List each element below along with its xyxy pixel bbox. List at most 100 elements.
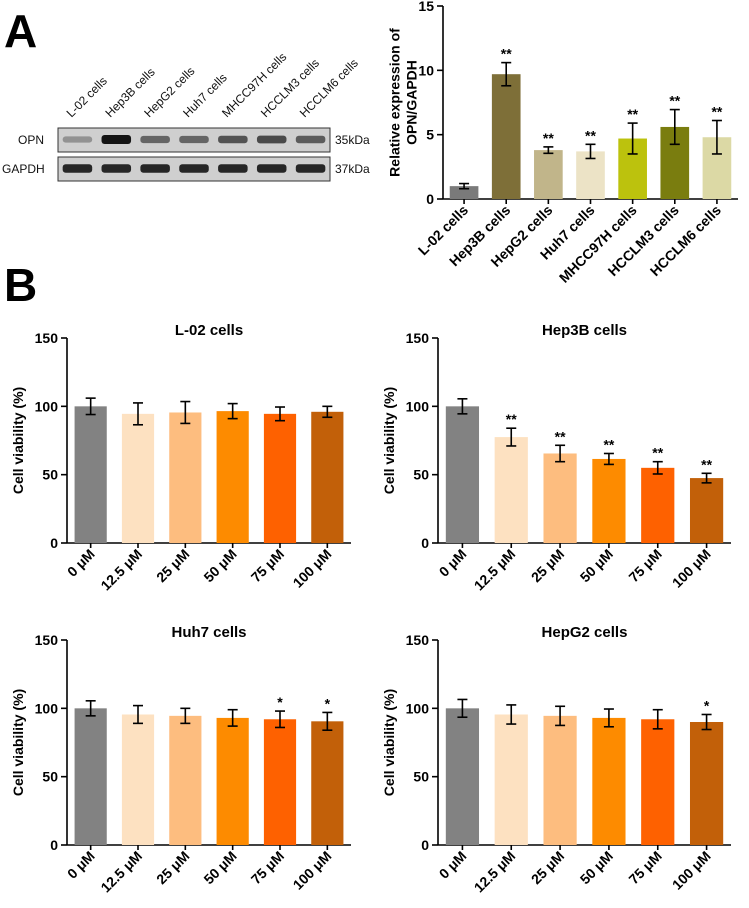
bar (494, 714, 528, 845)
x-tick-label: MHCC97H cells (556, 202, 640, 286)
blot-band (295, 135, 326, 144)
blot-band (140, 135, 170, 144)
y-tick-label: 5 (426, 127, 434, 143)
y-tick-label: 100 (35, 398, 59, 414)
blot-row-label: GAPDH (2, 162, 45, 176)
bar (216, 411, 249, 543)
bar (592, 458, 626, 543)
y-axis-label: Cell viability (%) (381, 689, 397, 796)
x-tick-label: 0 μM (436, 546, 470, 580)
y-axis-label: Cell viability (%) (10, 387, 26, 494)
bar (445, 708, 480, 845)
y-tick-label: 150 (406, 632, 430, 648)
blot-band (256, 135, 287, 144)
x-tick-label: 75 μM (625, 848, 664, 887)
significance-label: ** (543, 130, 554, 146)
x-tick-label: 75 μM (248, 848, 287, 887)
significance-label: ** (669, 93, 680, 109)
significance-label: ** (506, 411, 517, 427)
bar (491, 74, 521, 199)
x-tick-label: 50 μM (577, 848, 616, 887)
bar (534, 150, 563, 199)
significance-label: * (277, 694, 283, 710)
chart-title: Hep3B cells (542, 322, 627, 339)
x-tick-label: 25 μM (153, 546, 192, 585)
y-tick-label: 100 (406, 398, 430, 414)
x-tick-label: 12.5 μM (471, 546, 519, 594)
significance-label: ** (627, 106, 638, 122)
y-tick-label: 100 (406, 700, 430, 716)
y-tick-label: 10 (418, 62, 434, 78)
significance-label: ** (701, 456, 712, 472)
bar (74, 708, 107, 845)
x-tick-label: 25 μM (528, 848, 567, 887)
chart-b2: Hep3B cells 0 50 100 150 Cell viability (%) 0 … (381, 322, 731, 593)
x-tick-label: 75 μM (248, 546, 287, 585)
chart-title: L-02 cells (175, 322, 243, 339)
bar (576, 151, 605, 199)
blot-band (218, 135, 248, 144)
bar (311, 721, 344, 845)
significance-label: ** (585, 127, 596, 143)
blot-kda-label: 35kDa (335, 133, 370, 147)
y-axis-label: Cell viability (%) (10, 689, 26, 796)
blot-band (218, 164, 248, 173)
x-tick-label: 50 μM (200, 546, 239, 585)
bar (543, 715, 577, 845)
y-tick-label: 50 (413, 769, 429, 785)
bar (169, 715, 202, 845)
bar (263, 719, 297, 845)
blot-lane-label: MHCC97H cells (219, 50, 289, 120)
significance-label: * (704, 697, 710, 713)
x-tick-label: 100 μM (669, 848, 714, 893)
blot-kda-label: 37kDa (335, 162, 370, 176)
y-tick-label: 0 (421, 535, 429, 551)
bar (74, 406, 107, 543)
blot-row-label: OPN (18, 133, 44, 147)
bar (121, 714, 155, 845)
bar (169, 412, 202, 543)
bar (592, 717, 626, 845)
x-tick-label: 50 μM (577, 546, 616, 585)
x-tick-label: 12.5 μM (97, 546, 145, 594)
x-tick-label: 12.5 μM (97, 848, 145, 896)
blot-band (295, 164, 326, 173)
bar (641, 467, 675, 543)
y-tick-label: 50 (42, 467, 58, 483)
bar (689, 478, 724, 543)
chart-title: HepG2 cells (542, 624, 628, 641)
x-tick-label: 100 μM (290, 848, 335, 893)
y-axis-label: Relative expression ofOPN/GAPDH (387, 28, 420, 177)
x-tick-label: 50 μM (200, 848, 239, 887)
chart-title: Huh7 cells (171, 624, 246, 641)
x-tick-label: 0 μM (64, 546, 98, 580)
x-tick-label: 100 μM (290, 546, 335, 591)
significance-label: ** (555, 428, 566, 444)
bar (689, 722, 724, 845)
y-tick-label: 15 (418, 0, 434, 14)
significance-label: ** (603, 436, 614, 452)
bar (121, 413, 155, 543)
significance-label: ** (501, 46, 512, 62)
bar (543, 453, 577, 543)
x-tick-label: 12.5 μM (471, 848, 519, 896)
bar (445, 406, 480, 543)
y-tick-label: 100 (35, 700, 59, 716)
x-tick-label: 25 μM (528, 546, 567, 585)
bar (641, 719, 675, 845)
y-tick-label: 50 (42, 769, 58, 785)
significance-label: ** (711, 104, 722, 120)
blot-lane-label: L-02 cells (64, 74, 110, 120)
blot-band (101, 164, 132, 173)
panel-b-label: B (4, 259, 38, 311)
x-tick-label: 0 μM (436, 848, 470, 882)
significance-label: ** (652, 445, 663, 461)
blot-band (179, 135, 209, 144)
chart-b1: L-02 cells 0 50 100 150 Cell viability (%) 0 μ… (10, 322, 351, 593)
blot-band (101, 135, 132, 144)
significance-label: * (325, 695, 331, 711)
blot-band (62, 164, 93, 173)
